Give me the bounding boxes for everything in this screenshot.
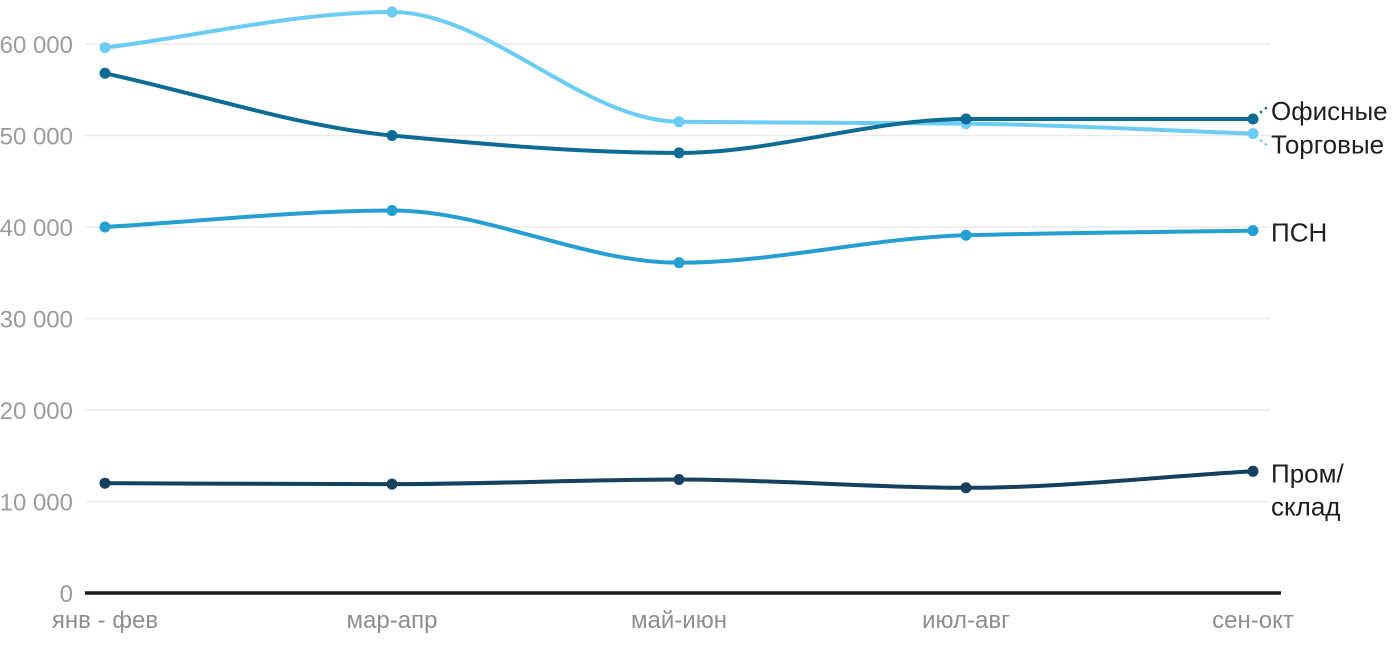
data-point bbox=[99, 42, 111, 54]
leader-line bbox=[1259, 103, 1272, 114]
y-tick-label: 20 000 bbox=[0, 398, 73, 425]
data-point bbox=[386, 478, 398, 490]
data-point bbox=[960, 482, 972, 494]
data-point bbox=[99, 221, 111, 233]
series-line bbox=[103, 9, 1255, 136]
data-point bbox=[1247, 465, 1259, 477]
data-point bbox=[1247, 113, 1259, 125]
data-point bbox=[386, 6, 398, 18]
y-tick-label: 10 000 bbox=[0, 490, 73, 517]
y-tick-label: 0 bbox=[60, 581, 73, 608]
data-point bbox=[386, 205, 398, 217]
y-tick-label: 40 000 bbox=[0, 215, 73, 242]
series-label: Офисные bbox=[1271, 96, 1388, 126]
x-tick-label: сен-окт bbox=[1212, 607, 1294, 634]
series-label: склад bbox=[1271, 491, 1340, 521]
series-line bbox=[103, 71, 1255, 155]
data-point bbox=[673, 147, 685, 159]
data-point bbox=[673, 474, 685, 486]
data-point bbox=[673, 257, 685, 269]
data-point bbox=[1247, 128, 1259, 140]
data-point bbox=[1247, 225, 1259, 237]
series-line bbox=[103, 208, 1255, 265]
x-tick-label: июл-авг bbox=[922, 607, 1010, 634]
y-tick-label: 60 000 bbox=[0, 32, 73, 59]
y-tick-label: 30 000 bbox=[0, 307, 73, 334]
data-point bbox=[386, 130, 398, 141]
series-label: ПСН bbox=[1271, 218, 1327, 248]
data-point bbox=[960, 113, 972, 125]
x-tick-label: янв - фев bbox=[52, 607, 158, 634]
x-tick-label: май-июн bbox=[631, 607, 727, 634]
leader-line bbox=[1259, 139, 1272, 149]
data-point bbox=[99, 477, 111, 489]
data-point bbox=[673, 116, 685, 128]
data-point bbox=[99, 67, 111, 79]
y-tick-label: 50 000 bbox=[0, 124, 73, 151]
series-label: Пром/ bbox=[1271, 458, 1344, 488]
series-label: Торговые bbox=[1271, 130, 1384, 160]
data-point bbox=[960, 229, 972, 241]
x-tick-label: мар-апр bbox=[347, 607, 438, 634]
